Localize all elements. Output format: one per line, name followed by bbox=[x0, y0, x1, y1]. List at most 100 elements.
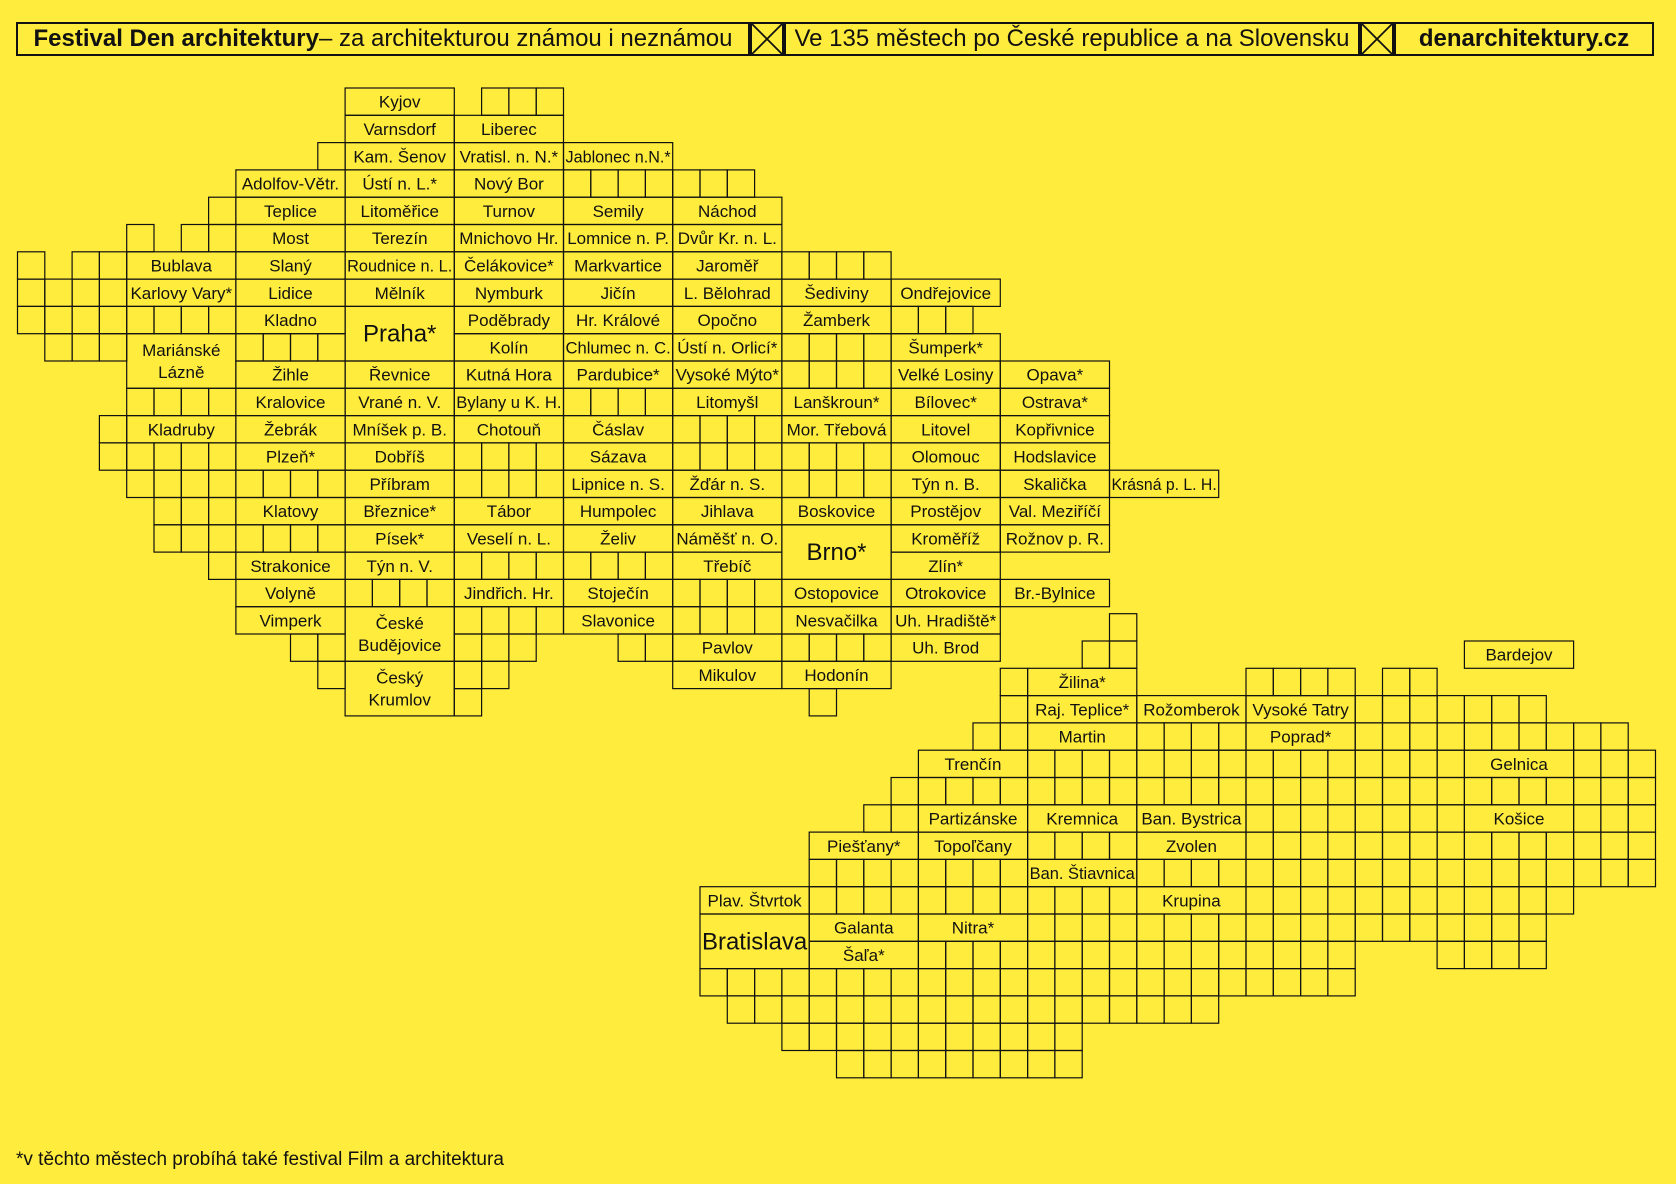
city-label: Varnsdorf bbox=[363, 120, 436, 139]
grid-cell bbox=[1627, 804, 1657, 833]
grid-cell bbox=[1600, 858, 1629, 888]
city-cell bbox=[781, 660, 892, 690]
grid-cell bbox=[1491, 831, 1520, 860]
grid-cell bbox=[1054, 913, 1083, 942]
grid-cell bbox=[344, 578, 374, 608]
grid-cell bbox=[208, 524, 237, 553]
grid-cell bbox=[1354, 722, 1384, 751]
grid-cell bbox=[590, 551, 619, 580]
grid-cell bbox=[1409, 667, 1438, 697]
grid-cell bbox=[1354, 831, 1384, 860]
grid-cell bbox=[917, 995, 947, 1024]
website-url[interactable]: denarchitektury.cz bbox=[1418, 25, 1630, 52]
grid-cell bbox=[999, 940, 1029, 970]
grid-cell bbox=[1491, 694, 1520, 724]
city-label: Strakonice bbox=[250, 557, 330, 576]
grid-cell bbox=[726, 578, 756, 608]
city-label: Tábor bbox=[487, 502, 532, 521]
grid-cell bbox=[753, 442, 783, 471]
city-cell bbox=[781, 524, 892, 580]
grid-cell bbox=[890, 858, 919, 888]
grid-cell bbox=[945, 1022, 974, 1052]
grid-cell bbox=[781, 442, 810, 471]
grid-cell bbox=[726, 442, 756, 471]
grid-cell bbox=[1245, 913, 1274, 942]
grid-cell bbox=[781, 333, 810, 362]
grid-cell bbox=[208, 196, 237, 226]
city-label: Uh. Hradiště* bbox=[895, 611, 996, 630]
grid-cell bbox=[972, 722, 1001, 751]
grid-cell bbox=[835, 858, 865, 888]
grid-cell bbox=[562, 387, 592, 417]
city-label: Nitra* bbox=[952, 919, 995, 938]
grid-cell bbox=[1545, 776, 1575, 806]
grid-cell bbox=[1190, 776, 1220, 806]
grid-cell bbox=[835, 1049, 865, 1079]
header-website-link[interactable]: denarchitektury.cz bbox=[1394, 22, 1654, 56]
grid-cell bbox=[1190, 913, 1220, 942]
grid-cell bbox=[1572, 722, 1602, 751]
grid-cell bbox=[917, 858, 947, 888]
grid-cell bbox=[1491, 913, 1520, 942]
grid-cell bbox=[753, 578, 783, 608]
city-cell bbox=[917, 749, 1029, 779]
grid-cell bbox=[945, 858, 974, 888]
grid-cell bbox=[1136, 858, 1165, 888]
city-label: Pavlov bbox=[702, 639, 754, 658]
grid-cell bbox=[781, 251, 810, 280]
city-label: Šaľa* bbox=[843, 946, 885, 965]
grid-cell bbox=[917, 305, 947, 335]
grid-cell bbox=[562, 551, 592, 580]
city-label: Velké Losiny bbox=[898, 366, 994, 385]
city-cell bbox=[1463, 749, 1575, 779]
grid-cell bbox=[508, 606, 537, 635]
city-cell bbox=[1463, 640, 1575, 669]
grid-cell bbox=[699, 442, 728, 471]
city-label: Ban. Štiavnica bbox=[1030, 864, 1136, 883]
grid-cell bbox=[917, 940, 947, 970]
grid-cell bbox=[945, 776, 974, 806]
grid-cell bbox=[890, 1049, 919, 1079]
grid-cell bbox=[1491, 858, 1520, 888]
city-label: Ondřejovice bbox=[900, 284, 991, 303]
grid-cell bbox=[535, 442, 565, 471]
grid-cell bbox=[481, 442, 510, 471]
city-label: Topoľčany bbox=[934, 837, 1012, 856]
grid-cell bbox=[1409, 913, 1438, 942]
grid-cell bbox=[890, 967, 919, 997]
city-label: Karlovy Vary* bbox=[130, 284, 232, 303]
grid-cell bbox=[972, 1022, 1001, 1052]
grid-cell bbox=[1108, 776, 1138, 806]
grid-cell bbox=[44, 278, 73, 308]
grid-cell bbox=[672, 169, 701, 198]
grid-cell bbox=[590, 169, 619, 198]
grid-cell bbox=[1054, 940, 1083, 970]
grid-cell bbox=[699, 967, 728, 997]
grid-cell bbox=[1081, 776, 1111, 806]
grid-cell bbox=[863, 251, 892, 280]
grid-cell bbox=[453, 606, 483, 635]
city-label: Šediviny bbox=[804, 284, 869, 303]
grid-cell bbox=[1108, 940, 1138, 970]
city-label: Vratisl. n. N.* bbox=[460, 147, 559, 166]
grid-cell bbox=[1463, 831, 1493, 860]
city-label: Kralovice bbox=[256, 393, 326, 412]
city-label: Kremnica bbox=[1046, 809, 1118, 828]
grid-cell bbox=[1190, 995, 1220, 1024]
city-cell bbox=[344, 660, 455, 717]
grid-cell bbox=[262, 524, 292, 553]
city-label: Chotouň bbox=[477, 420, 541, 439]
grid-cell bbox=[98, 333, 128, 362]
city-label: Slaný bbox=[269, 256, 312, 275]
grid-cell bbox=[972, 940, 1001, 970]
grid-cell bbox=[890, 776, 919, 806]
grid-cell bbox=[1054, 749, 1083, 779]
grid-cell bbox=[890, 305, 919, 335]
grid-cell bbox=[835, 886, 865, 915]
city-label: Týn n. V. bbox=[366, 557, 432, 576]
grid-cell bbox=[808, 360, 838, 389]
grid-cell bbox=[1245, 804, 1274, 833]
city-label: Plzeň* bbox=[266, 448, 316, 467]
city-label: Čelákovice* bbox=[464, 256, 554, 275]
city-label: L. Bělohrad bbox=[684, 284, 771, 303]
